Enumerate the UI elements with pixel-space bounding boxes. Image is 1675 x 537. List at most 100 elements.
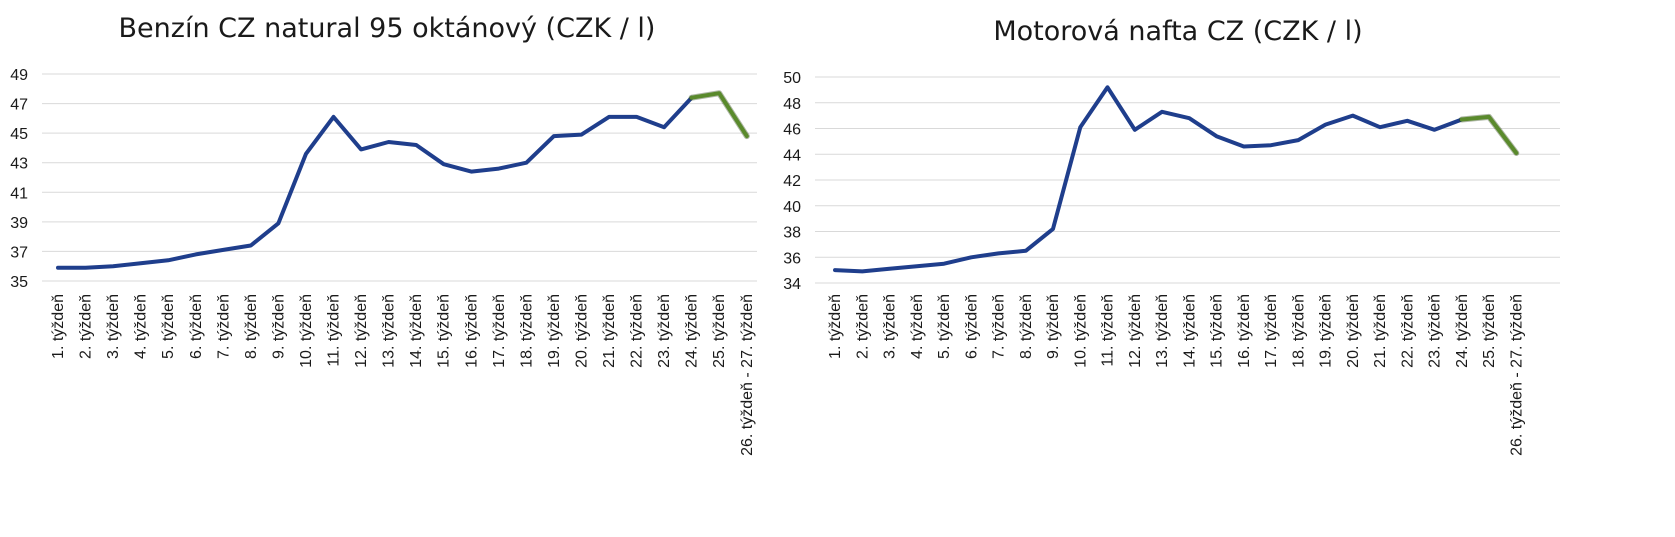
benzin-y-tick-label: 47 [10, 97, 28, 114]
nafta-data-point [969, 255, 973, 259]
benzin-x-tick-label: 18. týždeň [518, 294, 535, 368]
nafta-y-tick-label: 46 [783, 122, 801, 139]
benzin-y-tick-label: 39 [10, 215, 28, 232]
nafta-x-tick-label: 1. týždeň [827, 294, 844, 359]
benzin-highlight-segment [689, 91, 749, 139]
nafta-x-tick-label: 15. týždeň [1209, 294, 1226, 368]
chart-title-nafta: Motorová nafta CZ (CZK / l) [993, 16, 1362, 47]
nafta-data-point [997, 251, 1000, 255]
benzin-x-tick-label: 22. týždeň [629, 294, 646, 368]
benzin-data-point [359, 147, 363, 151]
benzin-series-line [56, 95, 694, 270]
benzin-x-tick-label: 8. týždeň [243, 294, 260, 359]
nafta-x-tick-label: 21. týždeň [1372, 294, 1389, 368]
benzin-data-point [580, 133, 583, 137]
benzin-x-tick-label: 17. týždeň [491, 294, 508, 368]
nafta-data-point [1133, 128, 1137, 132]
nafta-y-tick-label: 48 [783, 96, 801, 113]
nafta-data-point [1433, 128, 1436, 132]
nafta-data-point [860, 269, 864, 273]
nafta-x-tick-label: 20. týždeň [1345, 294, 1362, 368]
benzin-data-point [414, 143, 418, 147]
nafta-x-tick-label: 3. týždeň [882, 294, 899, 359]
nafta-data-point [1051, 227, 1055, 231]
nafta-x-tick-label: 10. týždeň [1072, 294, 1089, 368]
nafta-data-point [942, 262, 946, 266]
benzin-data-point [249, 244, 253, 247]
benzin-y-tick-label: 49 [10, 67, 28, 84]
nafta-x-tick-label: 4. týždeň [909, 294, 926, 359]
benzin-data-point [635, 115, 639, 119]
benzin-x-tick-label: 26. týždeň - 27. týždeň [739, 294, 756, 456]
nafta-data-point [1187, 116, 1191, 120]
benzin-data-point [607, 115, 611, 119]
nafta-y-tick-label: 50 [783, 70, 801, 87]
benzin-x-tick-label: 24. týždeň [684, 294, 701, 368]
benzin-data-point [662, 125, 666, 129]
benzin-x-tick-label: 1. týždeň [50, 294, 67, 359]
benzin-data-point [139, 261, 143, 265]
benzin-data-point [745, 134, 749, 138]
benzin-data-point [497, 167, 501, 171]
benzin-x-tick-label: 21. týždeň [601, 294, 618, 368]
nafta-highlight-segment [1459, 114, 1519, 155]
benzin-x-tick-label: 12. týždeň [353, 294, 370, 368]
nafta-data-point [915, 264, 919, 268]
nafta-data-point [1215, 134, 1218, 138]
nafta-data-point [833, 268, 837, 272]
benzin-x-tick-label: 6. týždeň [188, 294, 205, 359]
benzin-data-point [194, 252, 198, 256]
benzin-x-tick-label: 10. týždeň [298, 294, 315, 368]
nafta-y-tick-label: 34 [783, 276, 801, 293]
nafta-series-line [833, 85, 1464, 274]
benzin-x-tick-label: 2. týždeň [78, 294, 95, 359]
nafta-data-point [1378, 125, 1382, 129]
nafta-x-tick-label: 7. týždeň [991, 294, 1008, 359]
nafta-data-point [888, 267, 891, 271]
benzin-x-tick-label: 19. týždeň [546, 294, 563, 368]
nafta-y-tick-label: 40 [783, 199, 801, 216]
benzin-y-tick-label: 37 [10, 244, 28, 261]
benzin-x-tick-label: 11. týždeň [326, 294, 343, 367]
benzin-data-point [56, 266, 60, 270]
chart-title-benzin: Benzín CZ natural 95 oktánový (CZK / l) [119, 13, 656, 44]
benzin-x-tick-label: 25. týždeň [711, 294, 728, 368]
nafta-data-point [1460, 118, 1464, 121]
nafta-x-tick-label: 12. týždeň [1127, 294, 1144, 368]
nafta-data-point [1106, 85, 1109, 89]
nafta-y-tick-label: 36 [783, 250, 801, 267]
benzin-x-tick-label: 13. týždeň [381, 294, 398, 368]
nafta-x-tick-label: 8. týždeň [1018, 294, 1035, 359]
nafta-data-point [1324, 123, 1327, 127]
benzin-y-tick-label: 43 [10, 156, 28, 173]
nafta-x-tick-label: 2. týždeň [854, 294, 871, 359]
nafta-x-tick-label: 19. týždeň [1318, 294, 1335, 368]
nafta-data-point [1405, 119, 1409, 123]
benzin-x-tick-label: 9. týždeň [270, 294, 287, 359]
benzin-x-tick-label: 23. týždeň [656, 294, 673, 368]
benzin-x-tick-label: 15. týždeň [436, 294, 453, 368]
benzin-data-point [221, 248, 225, 252]
nafta-data-point [1296, 138, 1300, 142]
benzin-highlight-shadow [688, 90, 750, 140]
benzin-data-point [524, 161, 528, 165]
benzin-x-tick-label: 14. týždeň [408, 294, 425, 368]
benzin-x-tick-label: 4. týždeň [133, 294, 150, 359]
nafta-x-tick-label: 22. týždeň [1399, 294, 1416, 368]
nafta-x-tick-label: 16. týždeň [1236, 294, 1253, 368]
nafta-data-point [1351, 114, 1355, 118]
benzin-x-tick-label: 3. týždeň [105, 294, 122, 359]
nafta-data-point [1487, 115, 1491, 119]
nafta-x-tick-label: 25. týždeň [1481, 294, 1498, 368]
benzin-y-tick-label: 41 [10, 185, 28, 202]
benzin-data-point [111, 264, 115, 268]
nafta-x-tick-label: 17. týždeň [1263, 294, 1280, 368]
nafta-x-tick-label: 18. týždeň [1290, 294, 1307, 368]
nafta-x-tick-label: 14. týždeň [1181, 294, 1198, 368]
benzin-x-tick-label: 16. týždeň [463, 294, 480, 368]
benzin-data-point [166, 258, 170, 262]
benzin-data-point [276, 221, 280, 225]
benzin-data-point [469, 170, 473, 174]
benzin-data-point [332, 115, 335, 119]
